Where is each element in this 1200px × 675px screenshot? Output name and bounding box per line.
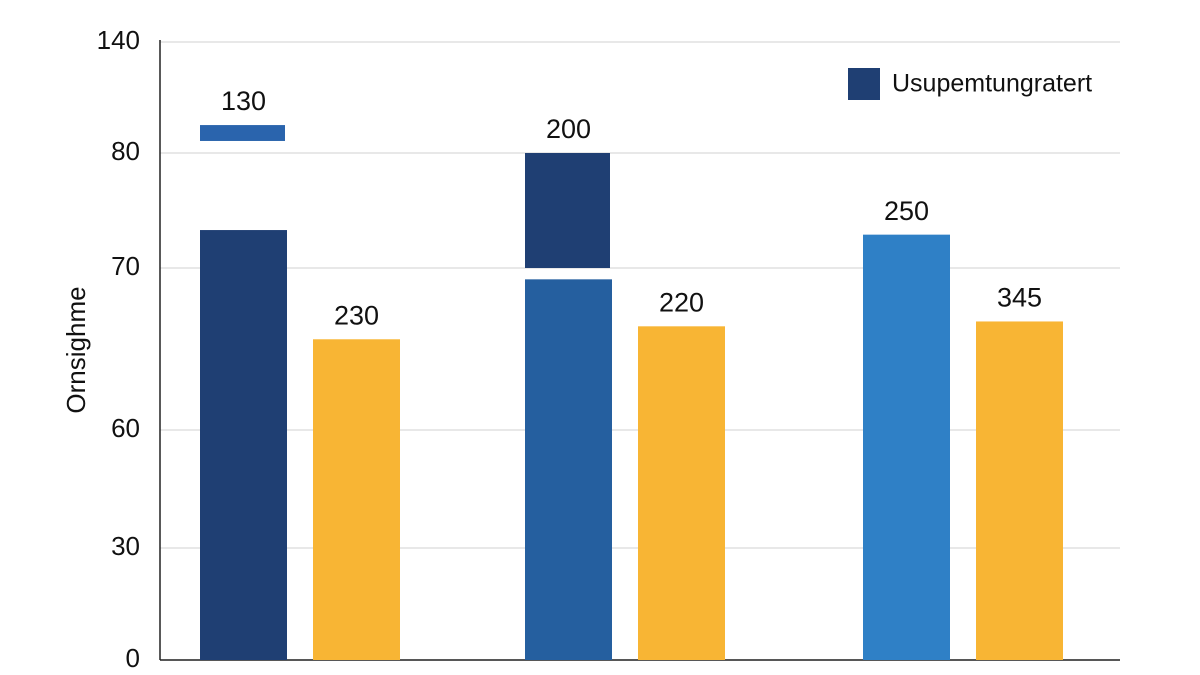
y-tick-label: 30 [111,531,140,561]
legend-swatch [848,68,880,100]
data-label: 275 [221,191,266,221]
bar [200,230,287,661]
y-tick-label: 0 [126,643,140,673]
y-tick-label: 80 [111,136,140,166]
data-label: 345 [997,283,1042,313]
legend-label: Usupemtungratert [892,70,1092,98]
y-tick-label: 60 [111,413,140,443]
y-tick-label: 140 [97,25,140,55]
data-label: 250 [884,196,929,226]
bar [976,321,1063,660]
data-label: 200 [546,114,591,144]
bar [313,339,400,660]
data-label: 220 [659,287,704,317]
data-label: 130 [221,86,266,116]
bar [863,234,950,660]
floating-bar [200,125,285,141]
y-axis-label: Ornsighme [61,286,91,413]
floating-bar [525,153,610,268]
bar [525,279,612,660]
data-label: 230 [334,300,379,330]
y-tick-label: 70 [111,251,140,281]
bar [638,326,725,660]
